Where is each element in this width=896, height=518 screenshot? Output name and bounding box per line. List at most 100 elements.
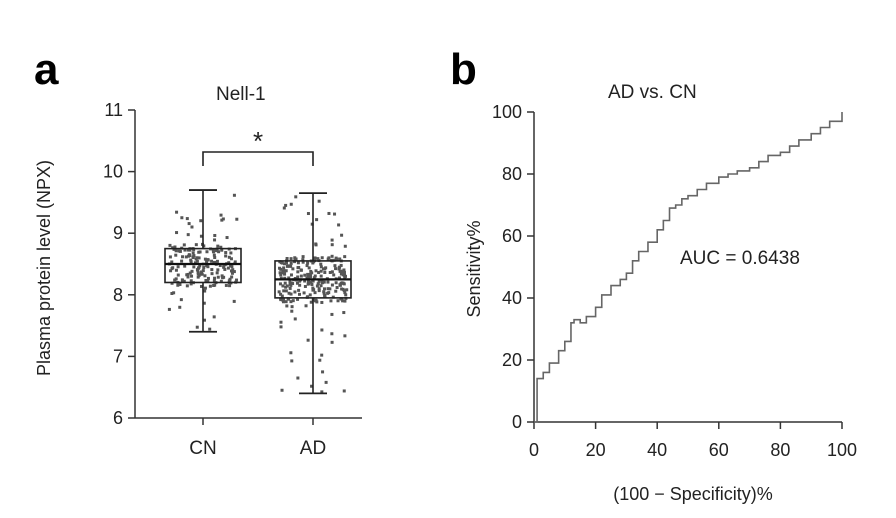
data-point — [208, 327, 212, 331]
data-point — [311, 286, 315, 290]
data-point — [285, 304, 289, 308]
data-point — [322, 291, 326, 295]
data-point — [200, 270, 204, 274]
data-point — [291, 267, 295, 271]
data-point — [307, 266, 311, 270]
data-point — [323, 293, 327, 297]
data-point — [303, 273, 307, 277]
data-point — [314, 298, 318, 302]
data-point — [285, 264, 289, 268]
data-point — [168, 255, 172, 259]
data-point — [203, 289, 207, 293]
data-point — [198, 250, 202, 254]
data-point — [301, 258, 305, 262]
data-point — [316, 282, 320, 286]
data-point — [224, 254, 228, 258]
data-point — [301, 255, 305, 259]
data-point — [212, 279, 216, 283]
data-point — [210, 268, 214, 272]
data-point — [219, 245, 223, 249]
data-point — [176, 283, 180, 287]
data-point — [341, 299, 345, 303]
data-point — [311, 279, 315, 283]
data-point — [197, 256, 201, 260]
data-point — [223, 267, 227, 271]
data-point — [216, 275, 220, 279]
data-point — [206, 279, 210, 283]
data-point — [289, 261, 293, 265]
data-point — [229, 264, 233, 268]
data-point — [232, 193, 236, 197]
data-point — [180, 259, 184, 263]
data-point — [314, 269, 318, 273]
data-point — [309, 300, 313, 304]
data-point — [187, 254, 191, 258]
data-point — [190, 274, 194, 278]
y-tick-label: 11 — [104, 100, 123, 120]
data-point — [338, 283, 342, 287]
data-point — [289, 273, 293, 277]
data-point — [289, 292, 293, 296]
data-point — [213, 256, 217, 260]
data-point — [342, 271, 346, 275]
data-point — [211, 248, 215, 252]
data-point — [313, 274, 317, 278]
data-point — [284, 285, 288, 289]
data-point — [284, 261, 288, 265]
y-axis-label: Sensitivity% — [464, 220, 484, 317]
data-point — [282, 262, 286, 266]
data-point — [227, 261, 231, 265]
data-point — [213, 238, 217, 242]
data-point — [310, 282, 314, 286]
data-point — [305, 276, 309, 280]
data-point — [235, 217, 239, 221]
data-point — [301, 260, 305, 264]
data-point — [283, 276, 287, 280]
data-point — [344, 293, 348, 297]
data-point — [278, 282, 282, 286]
x-tick-label: 40 — [647, 440, 667, 460]
x-tick-label: CN — [189, 438, 216, 459]
data-point — [287, 276, 291, 280]
data-point — [210, 272, 214, 276]
data-point — [330, 332, 334, 336]
data-point — [284, 300, 288, 304]
data-point — [335, 257, 339, 261]
data-point — [215, 259, 219, 263]
data-point — [291, 282, 295, 286]
y-tick-label: 0 — [512, 412, 522, 432]
x-tick-label: 80 — [770, 440, 790, 460]
data-point — [173, 245, 177, 249]
data-point — [178, 282, 182, 286]
data-point — [195, 325, 199, 329]
y-axis-label: Plasma protein level (NPX) — [34, 160, 54, 376]
data-point — [208, 284, 212, 288]
y-tick-label: 10 — [103, 162, 123, 182]
data-point — [212, 315, 216, 319]
y-tick-label: 100 — [492, 102, 522, 122]
data-point — [235, 278, 239, 282]
data-point — [284, 203, 288, 207]
data-point — [296, 376, 300, 380]
panel-b: b AD vs. CN 0 20 40 60 80 100 0 20 40 60 80 100 Sens… — [440, 0, 896, 518]
data-point — [330, 340, 334, 344]
data-point — [182, 279, 186, 283]
data-point — [187, 253, 191, 257]
data-point — [343, 299, 347, 303]
data-point — [172, 291, 176, 295]
data-point — [220, 274, 224, 278]
data-point — [203, 286, 207, 290]
data-point — [318, 358, 322, 362]
data-point — [334, 267, 338, 271]
data-point — [330, 254, 334, 258]
data-point — [317, 280, 321, 284]
data-point — [290, 305, 294, 309]
panel-b-letter: b — [450, 45, 477, 94]
data-point — [197, 274, 201, 278]
data-point — [330, 283, 334, 287]
data-point — [317, 270, 321, 274]
chart-a-title: Nell-1 — [216, 84, 266, 105]
data-point — [319, 284, 323, 288]
data-point — [319, 269, 323, 273]
data-point — [315, 218, 319, 222]
